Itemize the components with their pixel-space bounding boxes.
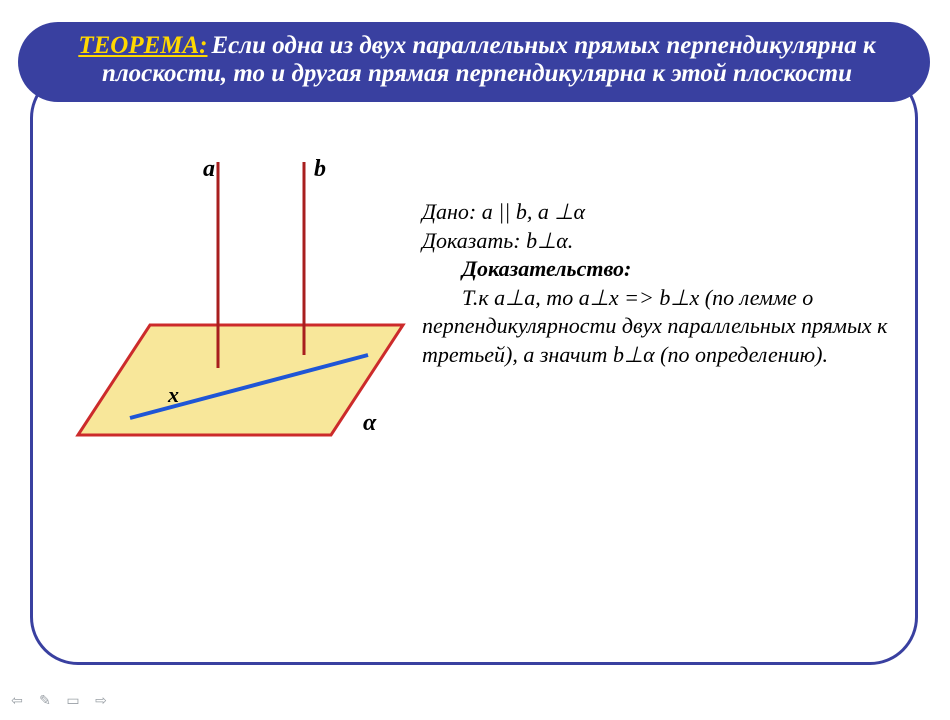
title-pill: ТЕОРЕМА: Если одна из двух параллельных … xyxy=(18,22,930,102)
pen-icon[interactable]: ✎ xyxy=(36,692,54,710)
title-heading: ТЕОРЕМА: xyxy=(78,32,207,59)
geometry-diagram: a b x α xyxy=(58,150,418,450)
given-label: Дано: xyxy=(422,199,482,224)
prove-line: Доказать: b⊥α. xyxy=(422,227,922,256)
proof-body: Т.к а⊥а, то а⊥х => b⊥х (по лемме о перпе… xyxy=(422,284,922,370)
given-text: а || b, а ⊥α xyxy=(482,199,585,224)
nav-controls: ⇦ ✎ ▭ ⇨ xyxy=(8,692,110,710)
label-b: b xyxy=(314,156,326,182)
next-icon[interactable]: ⇨ xyxy=(92,692,110,710)
window-icon[interactable]: ▭ xyxy=(64,692,82,710)
slide: ТЕОРЕМА: Если одна из двух параллельных … xyxy=(0,0,950,720)
label-x: x xyxy=(167,382,179,407)
prove-label: Доказать: xyxy=(422,228,526,253)
proof-heading: Доказательство: xyxy=(422,255,922,284)
given-line: Дано: а || b, а ⊥α xyxy=(422,198,922,227)
prove-text: b⊥α. xyxy=(526,228,573,253)
plane-alpha xyxy=(78,325,403,435)
label-alpha: α xyxy=(363,410,377,436)
proof-body-text: Т.к а⊥а, то а⊥х => b⊥х (по лемме о перпе… xyxy=(422,285,887,367)
diagram-svg: a b x α xyxy=(58,150,418,450)
proof-block: Дано: а || b, а ⊥α Доказать: b⊥α. Доказа… xyxy=(422,198,922,370)
title-body: Если одна из двух параллельных прямых пе… xyxy=(102,32,876,87)
label-a: a xyxy=(203,156,215,182)
prev-icon[interactable]: ⇦ xyxy=(8,692,26,710)
